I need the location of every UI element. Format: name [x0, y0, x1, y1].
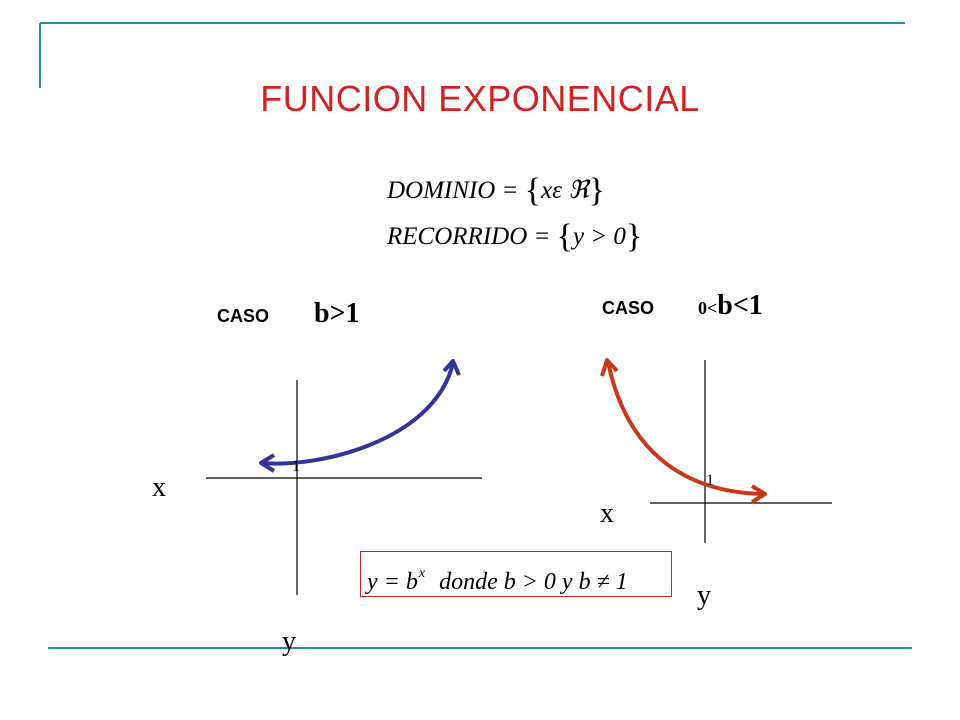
- right-caso-label: CASO: [602, 298, 655, 318]
- right-y-label: y: [697, 580, 711, 611]
- domain-lhs: DOMINIO =: [387, 177, 525, 204]
- domain-close-brace: }: [588, 172, 605, 209]
- right-curve-arrowhead-top: [600, 358, 619, 377]
- domain-definition: DOMINIO = {xε ℜ}: [387, 172, 605, 210]
- right-condition-main: b<1: [717, 290, 763, 321]
- left-curve-arrowhead-top: [442, 359, 461, 376]
- formula-condition: donde b > 0 y b ≠ 1: [439, 569, 628, 595]
- slide-title: FUNCION EXPONENCIAL: [260, 78, 700, 119]
- left-intercept-label: 1: [292, 458, 300, 475]
- range-definition: RECORRIDO = {y > 0}: [387, 218, 642, 256]
- formula-exponent: x: [418, 566, 426, 581]
- domain-set: xε ℜ: [541, 177, 589, 204]
- range-open-brace: {: [556, 218, 573, 255]
- domain-open-brace: {: [524, 172, 542, 209]
- range-set: y > 0: [572, 223, 626, 250]
- right-condition: 0<b<1: [698, 290, 763, 322]
- formula-lhs: y = b: [367, 569, 418, 595]
- left-curve-arrowhead-left: [259, 453, 276, 473]
- left-caso-label: CASO: [217, 306, 270, 326]
- left-exponential-curve: [262, 362, 455, 466]
- range-close-brace: }: [625, 218, 643, 255]
- range-lhs: RECORRIDO =: [387, 223, 557, 250]
- right-exponential-curve: [606, 361, 764, 496]
- left-condition: b>1: [314, 298, 360, 329]
- right-condition-prefix: 0<: [698, 298, 718, 318]
- right-x-label: x: [600, 498, 614, 529]
- right-curve-arrowhead-right: [750, 484, 767, 504]
- left-y-label: y: [282, 626, 296, 657]
- right-intercept-label: 1: [706, 472, 714, 489]
- left-x-label: x: [152, 472, 166, 503]
- formula-box: y = bx donde b > 0 y b ≠ 1: [360, 551, 672, 597]
